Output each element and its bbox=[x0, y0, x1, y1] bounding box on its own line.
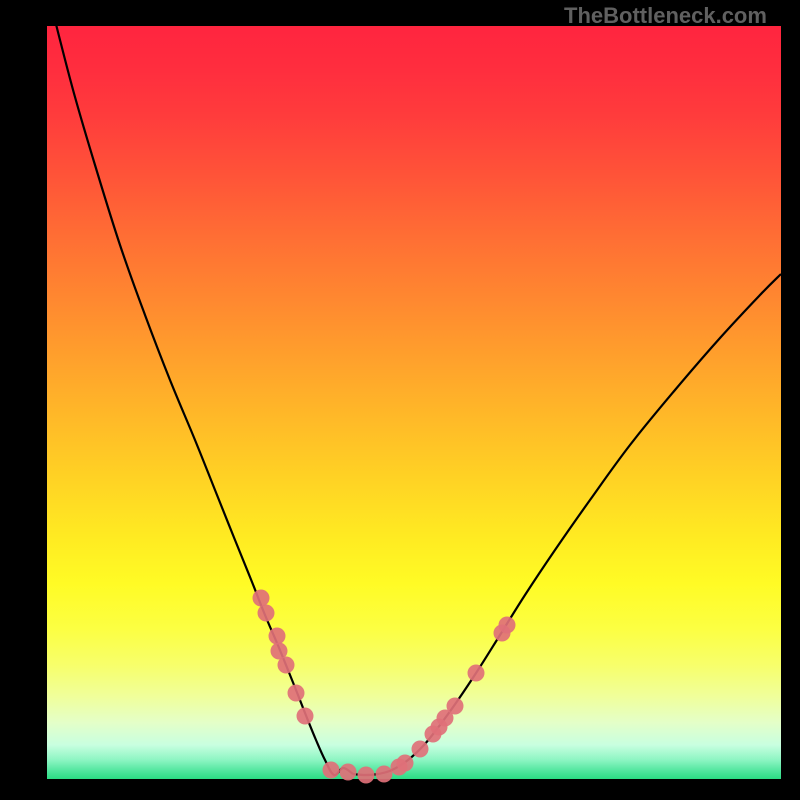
marker-point bbox=[269, 628, 286, 645]
marker-point bbox=[278, 657, 295, 674]
marker-point bbox=[447, 698, 464, 715]
chart-canvas bbox=[0, 0, 800, 800]
watermark-text: TheBottleneck.com bbox=[564, 3, 767, 29]
marker-point bbox=[499, 617, 516, 634]
plot-background bbox=[47, 26, 781, 779]
marker-point bbox=[288, 685, 305, 702]
marker-point bbox=[258, 605, 275, 622]
marker-point bbox=[376, 766, 393, 783]
marker-point bbox=[323, 762, 340, 779]
marker-point bbox=[297, 708, 314, 725]
marker-point bbox=[253, 590, 270, 607]
marker-point bbox=[358, 767, 375, 784]
marker-point bbox=[397, 755, 414, 772]
marker-point bbox=[340, 764, 357, 781]
marker-point bbox=[412, 741, 429, 758]
chart-svg bbox=[0, 0, 800, 800]
marker-point bbox=[468, 665, 485, 682]
